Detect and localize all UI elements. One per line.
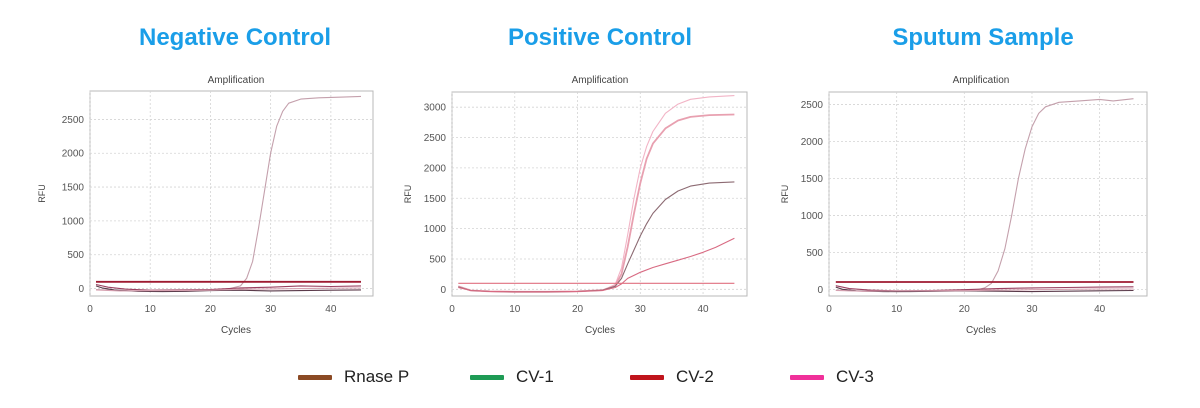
y-tick-label: 1000 — [424, 224, 447, 235]
y-tick-label: 500 — [67, 250, 84, 261]
x-axis-label: Cycles — [585, 325, 615, 336]
y-tick-label: 3000 — [424, 103, 447, 114]
legend-label-cv-2: CV-2 — [676, 367, 714, 386]
chart-title: Amplification — [572, 75, 629, 86]
plot-area — [451, 91, 748, 297]
y-tick-label: 0 — [78, 284, 84, 295]
plot-area — [89, 90, 374, 297]
x-tick-label: 10 — [891, 304, 903, 315]
chart-title: Amplification — [953, 75, 1010, 86]
x-tick-label: 0 — [449, 304, 455, 315]
y-axis-label: RFU — [37, 184, 47, 203]
series-line-4 — [835, 288, 1134, 292]
x-tick-label: 40 — [698, 304, 710, 315]
series-line-3 — [458, 237, 735, 293]
y-tick-label: 500 — [429, 254, 446, 265]
chart-title: Amplification — [208, 75, 265, 86]
y-tick-label: 2500 — [424, 133, 447, 144]
y-tick-label: 1500 — [801, 174, 824, 185]
panel-title-positive-control: Positive Control — [507, 24, 693, 51]
legend-item-cv-2: CV-2 — [630, 366, 714, 388]
y-tick-label: 500 — [806, 248, 823, 259]
series-line-4 — [95, 287, 362, 292]
legend-label-cv-1: CV-1 — [516, 367, 554, 386]
legend: Rnase P CV-1 CV-2 CV-3 — [0, 362, 1200, 392]
x-tick-label: 0 — [826, 304, 832, 315]
x-tick-label: 20 — [205, 304, 217, 315]
legend-item-cv-1: CV-1 — [470, 366, 554, 388]
y-tick-label: 1500 — [62, 183, 85, 194]
x-tick-label: 20 — [959, 304, 971, 315]
panel-title-sputum-sample: Sputum Sample — [892, 24, 1074, 51]
x-tick-label: 30 — [635, 304, 647, 315]
legend-swatch-rnase-p — [298, 374, 332, 380]
plot-area — [828, 91, 1148, 297]
x-tick-label: 40 — [325, 304, 337, 315]
chart-panel-1: 0 500 1000 1500 2000 2500 3000 0 10 20 30 40 Amplifi… — [403, 75, 748, 336]
y-tick-label: 1000 — [801, 211, 824, 222]
x-tick-label: 10 — [145, 304, 157, 315]
x-axis-label: Cycles — [221, 325, 251, 336]
x-tick-label: 40 — [1094, 304, 1106, 315]
y-tick-label: 2500 — [62, 115, 85, 126]
y-axis-label: RFU — [780, 185, 790, 204]
y-tick-label: 0 — [817, 285, 823, 296]
series-line-2 — [95, 285, 362, 293]
legend-label-rnase-p: Rnase P — [344, 367, 410, 386]
y-axis-label: RFU — [403, 185, 413, 204]
legend-item-rnase-p: Rnase P — [298, 366, 409, 388]
x-tick-label: 10 — [509, 304, 521, 315]
chart-panel-2: 0 500 1000 1500 2000 2500 0 10 20 30 40 Amplificati… — [780, 75, 1148, 336]
y-tick-label: 2000 — [801, 137, 824, 148]
legend-swatch-cv-1 — [470, 374, 504, 380]
legend-item-cv-3: CV-3 — [790, 366, 874, 388]
series-line-3 — [835, 285, 1134, 292]
x-tick-label: 20 — [572, 304, 584, 315]
x-axis-label: Cycles — [966, 325, 996, 336]
y-tick-label: 0 — [440, 285, 446, 296]
legend-label-cv-3: CV-3 — [836, 367, 874, 386]
legend-swatch-cv-3 — [790, 374, 824, 380]
x-tick-label: 30 — [265, 304, 277, 315]
y-tick-label: 1500 — [424, 194, 447, 205]
y-tick-label: 1000 — [62, 216, 85, 227]
chart-panel-0: 0 500 1000 1500 2000 2500 0 10 20 30 40 Amplificati… — [37, 75, 374, 336]
series-line-3 — [95, 283, 362, 291]
x-tick-label: 0 — [87, 304, 93, 315]
legend-swatch-cv-2 — [630, 374, 664, 380]
panel-title-negative-control: Negative Control — [138, 24, 332, 51]
y-tick-label: 2000 — [62, 149, 85, 160]
y-tick-label: 2000 — [424, 163, 447, 174]
y-tick-label: 2500 — [801, 100, 824, 111]
x-tick-label: 30 — [1026, 304, 1038, 315]
